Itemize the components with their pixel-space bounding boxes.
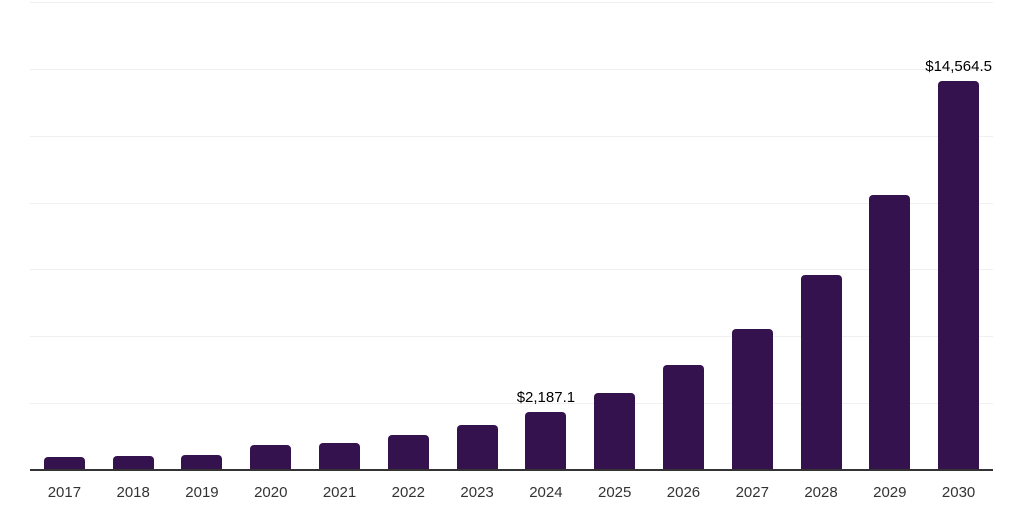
x-axis-line <box>30 469 993 471</box>
bar-2022 <box>387 435 429 470</box>
bar-2021 <box>319 442 361 470</box>
x-tick-2025: 2025 <box>597 484 632 501</box>
x-tick-2018: 2018 <box>116 484 150 501</box>
gridline-12500 <box>30 135 993 137</box>
x-tick-2028: 2028 <box>804 484 838 501</box>
gridline-10000 <box>30 202 993 204</box>
bar-2030 <box>938 80 980 470</box>
gridline-15000 <box>30 68 993 70</box>
x-tick-2023: 2023 <box>460 484 494 501</box>
x-tick-2019: 2019 <box>185 484 219 501</box>
x-tick-2024: 2024 <box>529 484 563 501</box>
bar-2024 <box>525 411 567 470</box>
bar-2027 <box>731 329 773 470</box>
value-label-2024: $2,187.1 <box>516 388 576 406</box>
bar-2026 <box>662 365 704 470</box>
bar-2019 <box>181 455 223 470</box>
gridline-2500 <box>30 403 993 405</box>
x-tick-2017: 2017 <box>47 484 82 501</box>
gridline-7500 <box>30 269 993 271</box>
x-tick-2029: 2029 <box>873 484 907 501</box>
x-tick-2022: 2022 <box>391 484 425 501</box>
bar-2028 <box>800 275 842 470</box>
x-tick-2030: 2030 <box>941 484 976 501</box>
plot-area: $2,187.1 $14,564.5 <box>30 2 993 470</box>
bar-2017 <box>43 457 85 470</box>
bar-2020 <box>250 444 292 470</box>
gridline-5000 <box>30 336 993 338</box>
bar-2023 <box>456 425 498 470</box>
gridline-17500 <box>30 2 993 3</box>
x-tick-2026: 2026 <box>666 484 701 501</box>
bar-2029 <box>869 195 911 470</box>
value-label-2030: $14,564.5 <box>925 57 992 75</box>
x-tick-2020: 2020 <box>254 484 288 501</box>
x-tick-2027: 2027 <box>735 484 769 501</box>
x-tick-2021: 2021 <box>322 484 357 501</box>
bar-2025 <box>594 392 636 470</box>
bar-2018 <box>112 456 154 470</box>
